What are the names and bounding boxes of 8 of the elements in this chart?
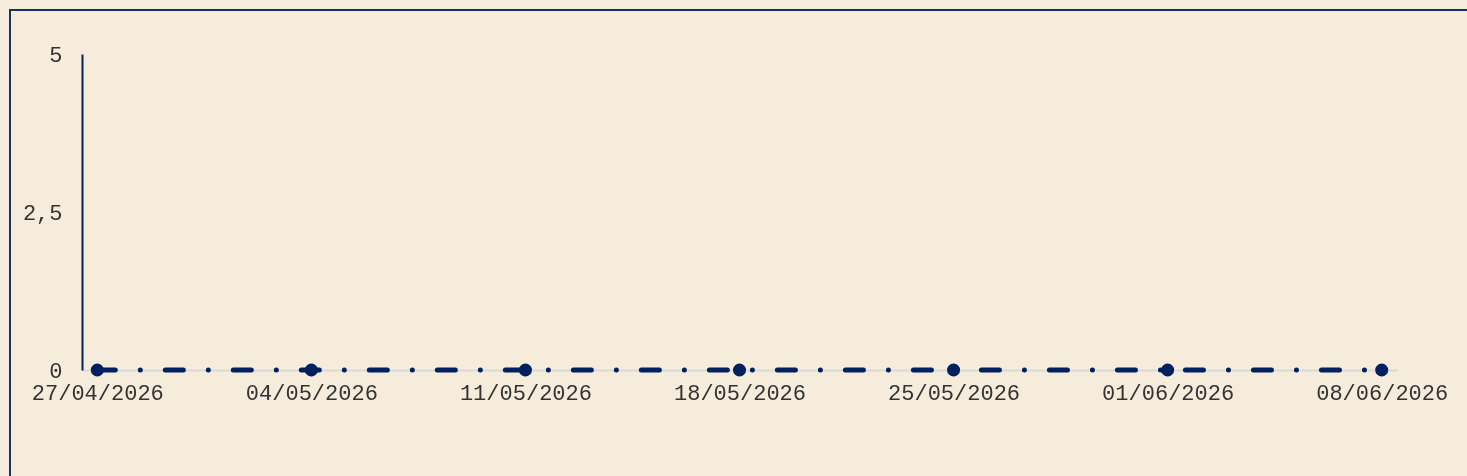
x-tick-label: 01/06/2026 [1102, 381, 1235, 407]
y-tick-label: 2,5 [22, 201, 63, 227]
x-tick-label: 25/05/2026 [888, 381, 1021, 407]
x-tick-label: 08/06/2026 [1316, 381, 1449, 407]
x-tick-label: 18/05/2026 [673, 381, 807, 407]
y-tick-label: 5 [49, 43, 63, 69]
x-tick-label: 11/05/2026 [459, 381, 592, 407]
x-tick-label: 04/05/2026 [245, 381, 378, 407]
